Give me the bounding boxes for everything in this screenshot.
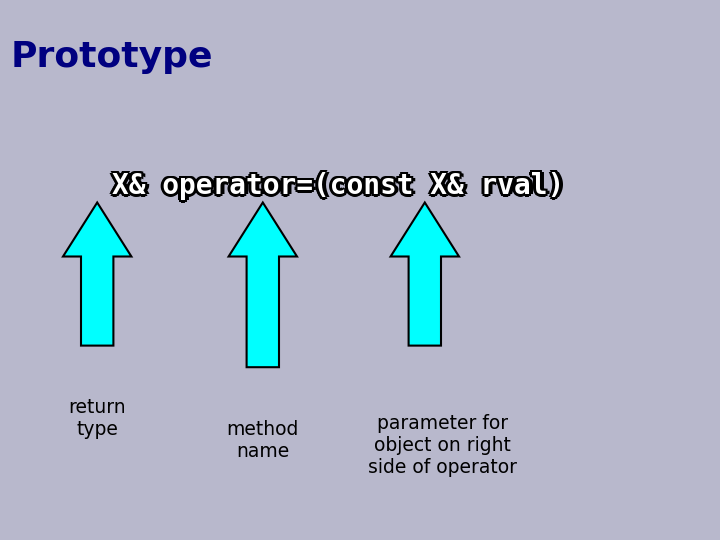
Text: return
type: return type <box>68 398 126 439</box>
Text: X& operator=(const X& rval): X& operator=(const X& rval) <box>114 174 567 202</box>
FancyArrow shape <box>63 202 132 346</box>
Text: method
name: method name <box>227 420 299 461</box>
Text: X& operator=(const X& rval): X& operator=(const X& rval) <box>116 172 568 200</box>
Text: X& operator=(const X& rval): X& operator=(const X& rval) <box>110 174 562 202</box>
Text: X& operator=(const X& rval): X& operator=(const X& rval) <box>112 172 564 200</box>
Text: X& operator=(const X& rval): X& operator=(const X& rval) <box>110 170 562 198</box>
Text: X& operator=(const X& rval): X& operator=(const X& rval) <box>112 175 564 203</box>
FancyArrow shape <box>390 202 459 346</box>
Text: Prototype: Prototype <box>10 40 213 73</box>
Text: X& operator=(const X& rval): X& operator=(const X& rval) <box>114 170 567 198</box>
FancyArrow shape <box>229 202 297 367</box>
Text: parameter for
object on right
side of operator: parameter for object on right side of op… <box>369 414 517 477</box>
Text: X& operator=(const X& rval): X& operator=(const X& rval) <box>112 170 564 198</box>
Text: X& operator=(const X& rval): X& operator=(const X& rval) <box>109 172 561 200</box>
